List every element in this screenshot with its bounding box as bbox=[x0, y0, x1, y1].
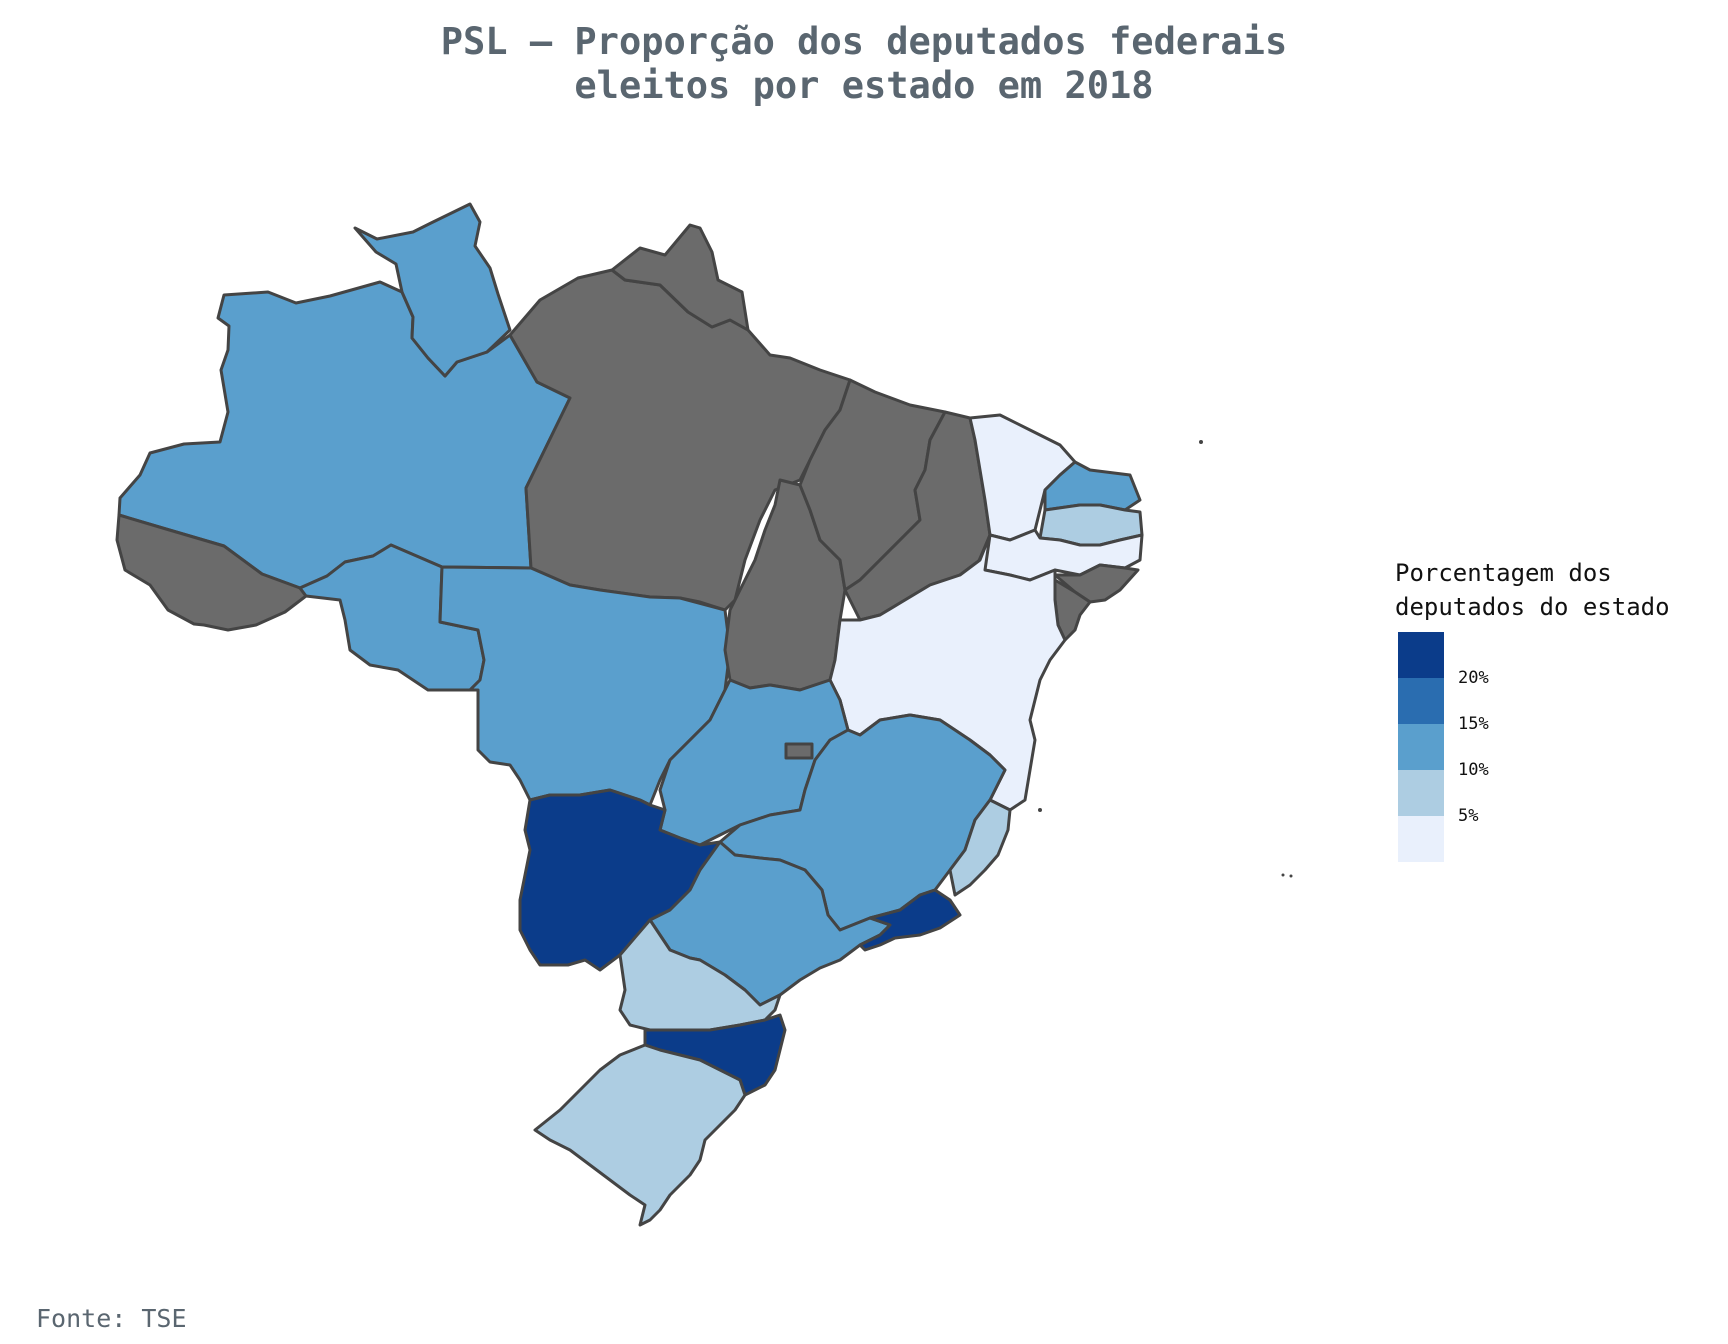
title-line-2: eleitos por estado em 2018 bbox=[574, 64, 1154, 107]
legend-swatch-3 bbox=[1398, 724, 1444, 770]
legend-swatch-5 bbox=[1398, 816, 1444, 862]
state-AC[interactable] bbox=[115, 513, 308, 632]
chart-title: PSL – Proporção dos deputados federais e… bbox=[0, 20, 1728, 108]
legend-title-line-1: Porcentagem dos bbox=[1395, 559, 1612, 587]
source-note: Fonte: TSE bbox=[36, 1304, 187, 1333]
legend-swatch-4 bbox=[1398, 770, 1444, 816]
state-PR[interactable] bbox=[618, 918, 782, 1032]
state-AP[interactable] bbox=[610, 223, 750, 332]
state-RR[interactable] bbox=[353, 202, 512, 378]
state-RS[interactable] bbox=[533, 1043, 747, 1227]
legend-tick-5: 5% bbox=[1458, 806, 1479, 826]
legend-tick-20: 20% bbox=[1458, 668, 1489, 688]
island-dot bbox=[1289, 874, 1293, 878]
island-dot bbox=[1199, 440, 1203, 444]
legend-title: Porcentagem dos deputados do estado bbox=[1395, 556, 1670, 624]
state-DF[interactable] bbox=[784, 742, 814, 760]
legend-tick-15: 15% bbox=[1458, 714, 1489, 734]
legend-tick-10: 10% bbox=[1458, 760, 1489, 780]
title-line-1: PSL – Proporção dos deputados federais bbox=[440, 20, 1288, 63]
legend-swatch-2 bbox=[1398, 678, 1444, 724]
legend-swatch-1 bbox=[1398, 632, 1444, 678]
island-dot bbox=[1038, 808, 1042, 812]
legend-title-line-2: deputados do estado bbox=[1395, 593, 1670, 621]
legend-colorbar bbox=[1398, 632, 1444, 862]
state-RJ[interactable] bbox=[858, 888, 962, 952]
state-CE[interactable] bbox=[968, 413, 1077, 542]
state-ES[interactable] bbox=[948, 798, 1012, 897]
island-dot bbox=[1281, 873, 1285, 877]
